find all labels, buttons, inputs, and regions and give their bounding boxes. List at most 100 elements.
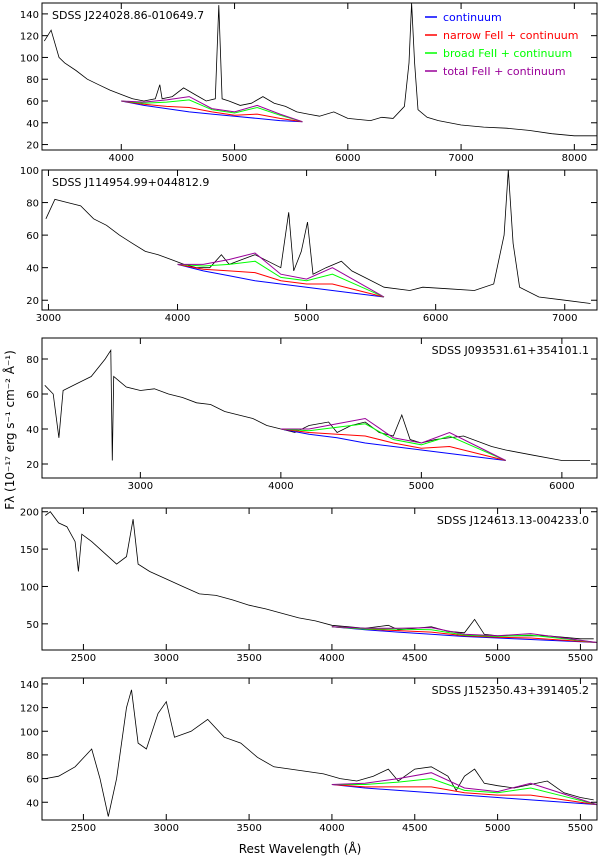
- x-tick-label: 6000: [423, 313, 448, 324]
- spectrum-line: [331, 772, 597, 806]
- y-tick-label: 80: [26, 199, 39, 210]
- spectrum-line: [331, 784, 597, 806]
- y-tick-label: 100: [20, 727, 39, 738]
- x-tick-label: 4000: [109, 153, 134, 164]
- y-tick-label: 60: [26, 775, 39, 786]
- panel-title: SDSS J093531.61+354101.1: [432, 344, 589, 357]
- panel-title: SDSS J114954.99+044812.9: [52, 176, 209, 189]
- y-tick-label: 100: [20, 166, 39, 177]
- y-tick-label: 150: [20, 545, 39, 556]
- y-tick-label: 20: [26, 141, 39, 152]
- spectrum-line: [121, 100, 303, 123]
- spectrum-line: [331, 626, 597, 643]
- spectrum-line: [177, 252, 385, 298]
- spectrum-line: [177, 263, 385, 298]
- panel-title: SDSS J152350.43+391405.2: [432, 684, 589, 697]
- x-tick-label: 4000: [319, 653, 344, 664]
- spectrum-line: [331, 784, 597, 806]
- y-tick-label: 100: [20, 53, 39, 64]
- spectrum-line: [331, 778, 597, 806]
- spectrum-line: [45, 511, 594, 640]
- x-tick-label: 5000: [485, 653, 510, 664]
- x-axis-label: Rest Wavelength (Å): [239, 841, 362, 856]
- legend-label: continuum: [443, 11, 502, 24]
- y-tick-label: 20: [26, 460, 39, 471]
- x-tick-label: 4000: [165, 313, 190, 324]
- x-tick-label: 4500: [402, 653, 427, 664]
- plot-frame: [41, 337, 598, 479]
- y-tick-label: 50: [26, 620, 39, 631]
- spectrum-line: [44, 348, 590, 461]
- panel: 4000 5000 6000 7000 8000 20 40 60 80 100 120 140 SDS…: [20, 2, 598, 164]
- x-tick-label: 5500: [568, 823, 593, 834]
- x-tick-label: 6000: [335, 153, 360, 164]
- y-tick-label: 40: [26, 425, 39, 436]
- y-tick-label: 80: [26, 75, 39, 86]
- panel-title: SDSS J224028.86-010649.7: [52, 9, 204, 22]
- spectrum-line: [121, 99, 303, 123]
- x-tick-label: 5000: [222, 153, 247, 164]
- y-tick-label: 60: [26, 390, 39, 401]
- spectrum-line: [280, 428, 506, 461]
- y-tick-label: 40: [26, 264, 39, 275]
- x-tick-label: 5500: [568, 653, 593, 664]
- x-tick-label: 4000: [319, 823, 344, 834]
- y-tick-label: 140: [20, 10, 39, 21]
- legend-label: narrow FeII + continuum: [443, 29, 579, 42]
- panel: 3000 4000 5000 6000 20 40 60 80 SDSS J093531.61+…: [26, 337, 598, 492]
- x-tick-label: 5000: [485, 823, 510, 834]
- panel-title: SDSS J124613.13-004233.0: [437, 514, 589, 527]
- y-tick-label: 20: [26, 296, 39, 307]
- y-tick-label: 60: [26, 231, 39, 242]
- x-tick-label: 3000: [128, 481, 153, 492]
- y-tick-label: 100: [20, 582, 39, 593]
- x-tick-label: 4500: [402, 823, 427, 834]
- plot-frame: [41, 169, 598, 311]
- x-tick-label: 4000: [268, 481, 293, 492]
- x-tick-label: 3500: [236, 653, 261, 664]
- spectrum-line: [331, 626, 597, 643]
- y-tick-label: 80: [26, 355, 39, 366]
- spectrum-line: [177, 263, 385, 298]
- y-tick-label: 40: [26, 119, 39, 130]
- x-tick-label: 7000: [552, 313, 577, 324]
- plot-frame: [41, 507, 598, 651]
- x-tick-label: 7000: [448, 153, 473, 164]
- x-tick-label: 3000: [36, 313, 61, 324]
- panel: 3000 4000 5000 6000 7000 20 40 60 80 100 SDSS J114…: [20, 166, 598, 324]
- y-tick-label: 120: [20, 32, 39, 43]
- y-tick-label: 120: [20, 704, 39, 715]
- x-tick-label: 8000: [562, 153, 587, 164]
- x-tick-label: 5000: [409, 481, 434, 492]
- spectrum-line: [43, 3, 597, 137]
- x-tick-label: 2500: [71, 823, 96, 834]
- y-tick-label: 80: [26, 751, 39, 762]
- plot-frame: [41, 677, 598, 821]
- y-tick-label: 140: [20, 680, 39, 691]
- x-tick-label: 5000: [294, 313, 319, 324]
- y-tick-label: 40: [26, 798, 39, 809]
- spectrum-line: [45, 170, 591, 304]
- spectrum-line: [121, 96, 303, 123]
- spectrum-line: [280, 428, 506, 461]
- spectrum-line: [121, 100, 303, 123]
- y-axis-label: Fλ (10⁻¹⁷ erg s⁻¹ cm⁻² Å⁻¹): [2, 350, 17, 510]
- spectrum-line: [331, 626, 597, 643]
- spectrum-line: [177, 260, 385, 298]
- legend-label: broad FeII + continuum: [443, 47, 572, 60]
- panel: 2500 3000 3500 4000 4500 5000 5500 50 100 150 200 S…: [20, 507, 598, 664]
- y-tick-label: 60: [26, 97, 39, 108]
- spectrum-line: [280, 417, 506, 461]
- x-tick-label: 6000: [549, 481, 574, 492]
- x-tick-label: 2500: [71, 653, 96, 664]
- panel: 2500 3000 3500 4000 4500 5000 5500 40 60 80 100 120…: [20, 677, 598, 834]
- spectrum-line: [280, 423, 506, 461]
- y-tick-label: 200: [20, 508, 39, 519]
- spectrum-line: [45, 689, 594, 817]
- plot-frame: [41, 2, 598, 151]
- x-tick-label: 3000: [154, 823, 179, 834]
- x-tick-label: 3000: [154, 653, 179, 664]
- x-tick-label: 3500: [236, 823, 261, 834]
- legend-label: total FeII + continuum: [443, 65, 566, 78]
